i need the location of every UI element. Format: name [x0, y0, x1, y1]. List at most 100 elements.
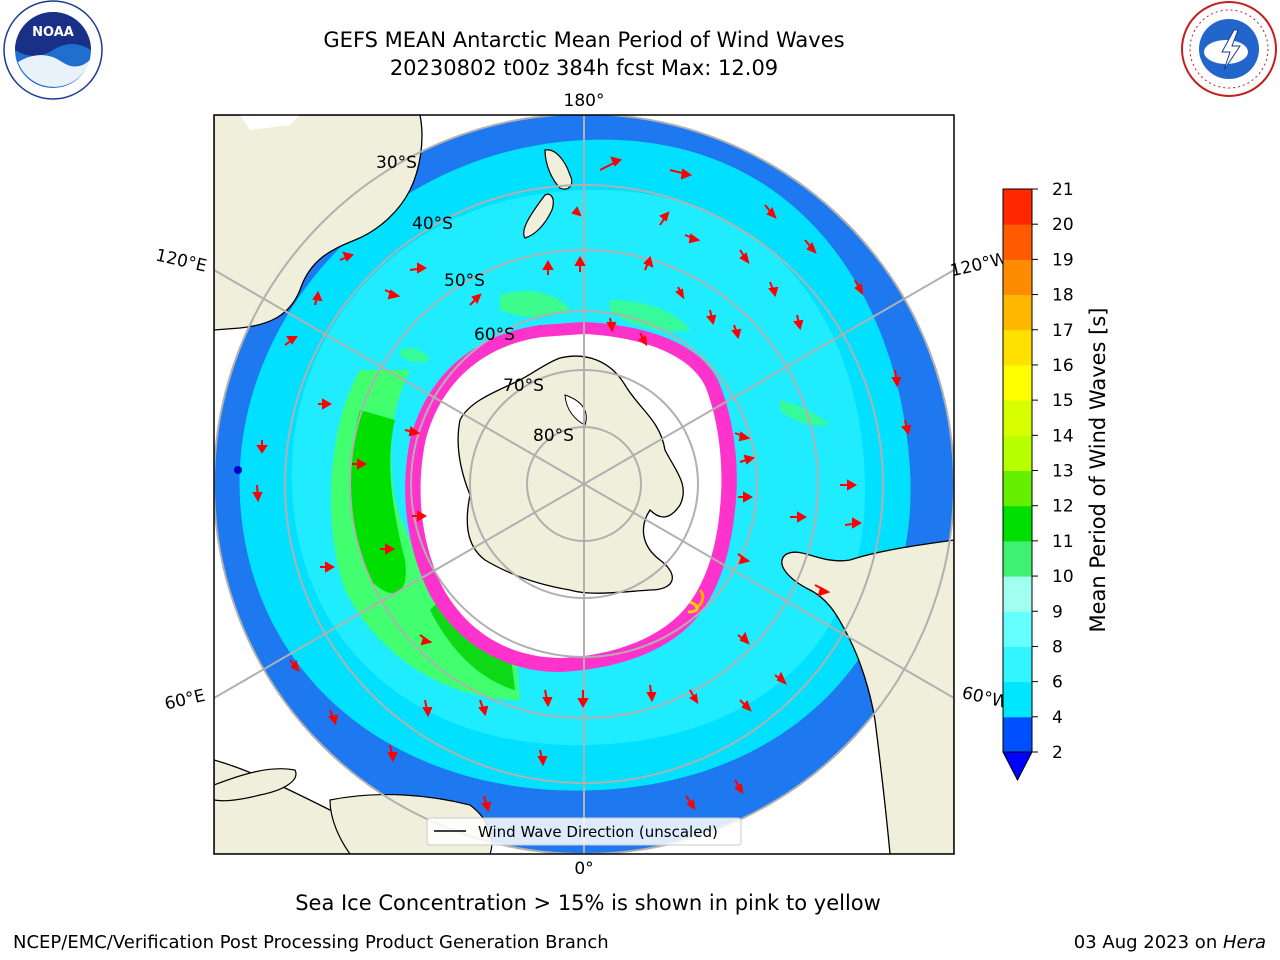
wind-arrow	[790, 511, 808, 523]
nws-logo	[1181, 1, 1277, 97]
wind-arrow	[734, 779, 744, 795]
wind-arrow	[412, 510, 428, 522]
colorbar-tick-label: 19	[1052, 250, 1074, 270]
wind-arrow	[804, 239, 817, 254]
footer-date-text: 03 Aug 2023 on	[1073, 932, 1223, 953]
colorbar-tick-label: 10	[1052, 567, 1074, 587]
wind-arrow	[387, 744, 398, 763]
colorbar-segment	[1003, 611, 1032, 647]
colorbar-extend-arrow	[1002, 751, 1033, 782]
lon-label-0: 0°	[574, 859, 593, 879]
map-legend	[426, 817, 742, 846]
wind-arrow	[738, 491, 754, 503]
colorbar-segment	[1003, 259, 1032, 296]
wind-arrow	[542, 259, 554, 275]
wind-arrow	[739, 249, 750, 265]
antarctica-landmass	[457, 355, 684, 594]
wind-arrow	[328, 709, 339, 726]
wind-arrow	[689, 689, 699, 705]
wind-arrow	[478, 699, 489, 717]
lon-label-180: 180°	[564, 91, 605, 111]
colorbar-segment	[1003, 329, 1032, 366]
wind-arrow	[764, 204, 777, 219]
colorbar-segment	[1003, 294, 1032, 331]
new-zealand-south-island	[523, 193, 554, 239]
colorbar-tick-label: 9	[1052, 602, 1063, 622]
wind-arrow	[542, 689, 553, 708]
australia-landmass	[214, 115, 423, 331]
wind-arrow	[571, 206, 582, 217]
colorbar-tick-label: 13	[1052, 462, 1074, 482]
wind-arrow	[734, 431, 751, 442]
wind-arrow	[901, 419, 912, 436]
colorbar-tick-label: 14	[1052, 426, 1074, 446]
colorbar-tick-label: 6	[1052, 673, 1063, 693]
footer-date: 03 Aug 2023 on Hera	[1074, 932, 1266, 953]
legend-label: Wind Wave Direction (unscaled)	[478, 823, 718, 841]
wind-arrow	[739, 699, 752, 712]
wind-arrow	[289, 659, 300, 672]
colorbar-segment	[1003, 576, 1032, 612]
wind-arrow	[574, 255, 586, 272]
noaa-logo-text: NOAA	[32, 25, 74, 40]
colorbar-tick-label: 21	[1052, 180, 1074, 200]
wind-arrow	[646, 684, 657, 703]
wind-arrow	[737, 553, 751, 565]
wind-arrow	[339, 251, 354, 262]
wind-arrow	[814, 584, 831, 597]
new-zealand-north-island	[544, 149, 573, 190]
wind-arrow	[380, 543, 396, 555]
wind-arrow	[252, 484, 263, 503]
wind-arrow	[284, 336, 298, 346]
wind-arrow	[659, 211, 670, 226]
lat-label-80s: 80°S	[533, 426, 574, 446]
wind-arrow	[320, 561, 336, 573]
lat-label-40s: 40°S	[412, 214, 453, 234]
lat-label-50s: 50°S	[444, 271, 485, 291]
wind-arrow	[706, 309, 717, 326]
footer-machine: Hera	[1222, 932, 1266, 953]
sea-ice-caption: Sea Ice Concentration > 15% is shown in …	[295, 891, 881, 915]
wind-arrow	[844, 517, 863, 529]
lat-label-60s: 60°S	[474, 325, 515, 345]
colorbar: 2 4 6 8 9 10 11 12 13 14 15 16 17 18 19 20 21	[1002, 180, 1074, 782]
wind-arrow	[891, 369, 902, 388]
graticule	[214, 115, 954, 854]
wind-arrow	[537, 749, 548, 767]
footer-organization: NCEP/EMC/Verification Post Processing Pr…	[13, 932, 609, 953]
wind-arrow	[419, 634, 433, 646]
colorbar-segment	[1003, 224, 1032, 260]
wind-arrow	[684, 233, 701, 244]
map-frame	[213, 114, 955, 855]
lon-label-60e: 60°E	[163, 686, 207, 715]
lon-label-120w: 120°W	[948, 249, 1009, 282]
wind-arrow	[256, 440, 268, 454]
chart-subtitle: 20230802 t00z 384h fcst Max: 12.09	[389, 56, 779, 80]
wind-arrow	[384, 289, 401, 300]
colorbar-segment	[1003, 435, 1032, 471]
wind-arrow	[854, 279, 864, 296]
wind-arrow	[739, 454, 756, 465]
wind-arrow	[643, 256, 654, 271]
colorbar-tick-label: 11	[1052, 532, 1074, 552]
wind-arrow	[675, 286, 685, 300]
colorbar-tick-label: 15	[1052, 391, 1074, 411]
chart-title: GEFS MEAN Antarctic Mean Period of Wind …	[323, 28, 845, 52]
colorbar-tick-label: 4	[1052, 708, 1063, 728]
wind-arrow	[422, 699, 433, 718]
colorbar-tick-label: 12	[1052, 497, 1074, 517]
lat-label-70s: 70°S	[503, 376, 544, 396]
lon-label-120e: 120°E	[154, 246, 209, 277]
colorbar-segment	[1003, 540, 1032, 577]
wind-arrow	[793, 314, 804, 331]
wind-arrow	[737, 631, 750, 645]
colorbar-segment	[1003, 189, 1032, 225]
wind-arrow	[768, 281, 779, 298]
colorbar-segment	[1003, 364, 1032, 401]
wind-arrow	[638, 332, 648, 347]
wind-arrow	[606, 317, 617, 333]
wind-arrow	[318, 398, 333, 410]
noaa-logo: NOAA	[3, 0, 103, 100]
colorbar-segment	[1003, 646, 1032, 683]
